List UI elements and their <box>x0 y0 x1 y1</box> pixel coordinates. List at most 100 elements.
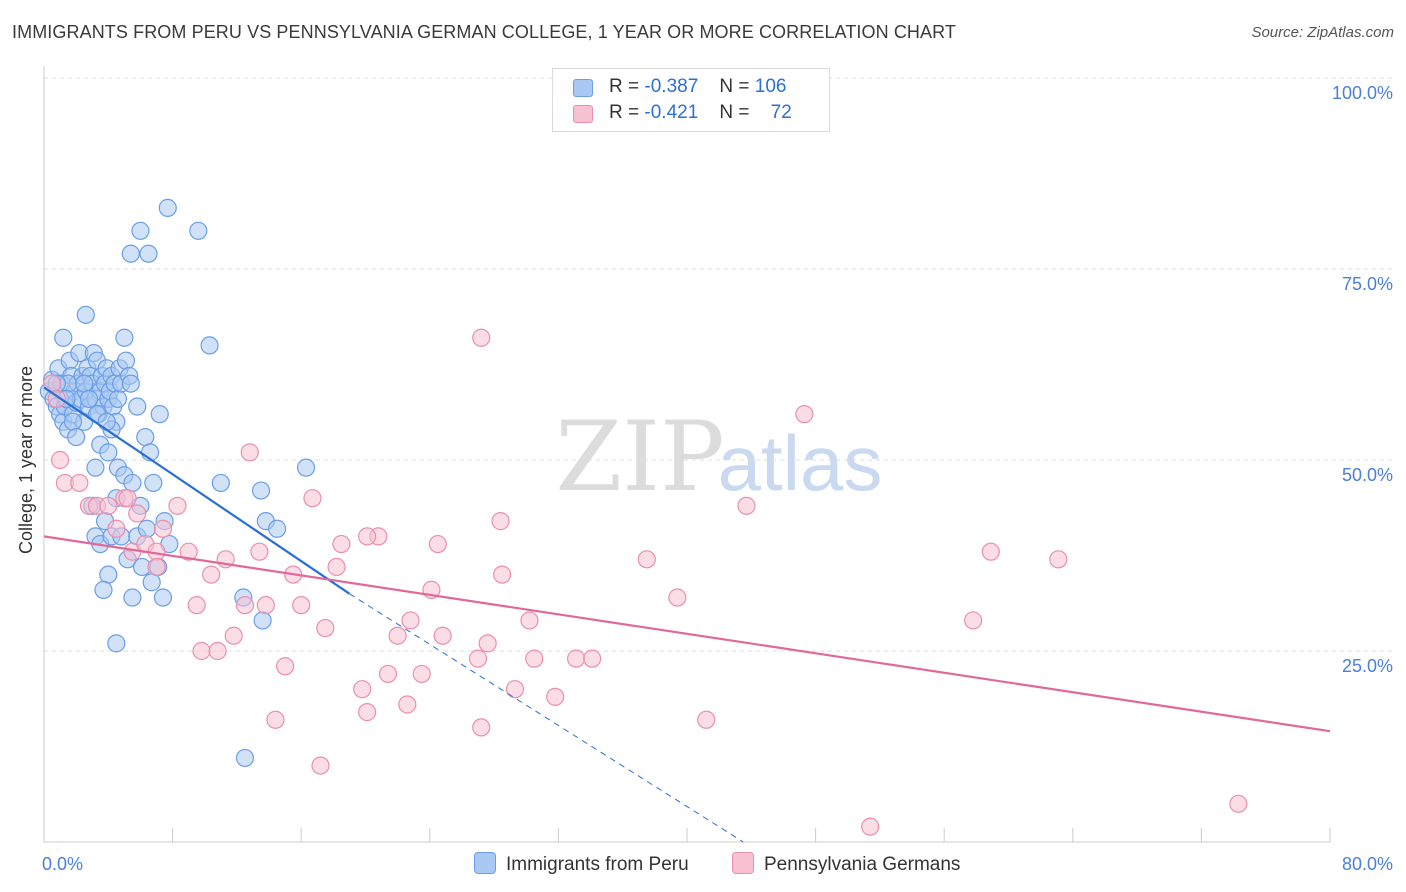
point-pagerman <box>388 626 407 645</box>
point-peru <box>94 580 113 599</box>
point-peru <box>121 374 140 393</box>
bottom-legend-label-peru: Immigrants from Peru <box>506 854 689 875</box>
point-peru <box>54 328 73 347</box>
point-pagerman <box>493 565 512 584</box>
point-pagerman <box>202 565 221 584</box>
point-pagerman <box>153 519 173 538</box>
point-pagerman <box>525 649 544 668</box>
point-pagerman <box>266 710 285 729</box>
point-peru <box>158 198 177 217</box>
point-peru <box>116 351 136 370</box>
point-pagerman <box>250 542 269 561</box>
point-pagerman <box>637 550 656 569</box>
point-pagerman <box>964 611 983 630</box>
point-peru <box>139 244 158 263</box>
point-pagerman <box>697 710 716 729</box>
x-tick-label-max: 80.0% <box>1342 854 1393 874</box>
point-pagerman <box>240 443 259 462</box>
point-pagerman <box>276 657 295 676</box>
legend-n-value-peru: 106 <box>754 76 787 97</box>
legend-r-label-peru: R = <box>609 76 640 97</box>
legend-r-value-peru: -0.387 <box>644 76 699 97</box>
point-pagerman <box>187 596 206 615</box>
point-pagerman <box>224 626 243 645</box>
point-peru <box>108 389 128 408</box>
point-peru <box>121 244 140 263</box>
point-pagerman <box>256 596 275 615</box>
point-pagerman <box>378 664 398 684</box>
legend-swatch-peru <box>573 79 593 97</box>
chart-title: IMMIGRANTS FROM PERU VS PENNSYLVANIA GER… <box>12 22 956 42</box>
point-pagerman <box>491 512 510 531</box>
point-pagerman <box>311 756 330 775</box>
point-pagerman <box>358 703 377 722</box>
y-tick-label: 25.0% <box>1342 656 1393 676</box>
point-pagerman <box>147 557 166 577</box>
point-peru <box>99 443 118 462</box>
point-pagerman <box>128 504 147 523</box>
point-pagerman <box>478 634 497 653</box>
point-peru <box>131 221 150 240</box>
point-pagerman <box>520 611 539 630</box>
legend-r-label-pagerman: R = <box>609 102 640 123</box>
bottom-legend-label-pagerman: Pennsylvania Germans <box>764 854 961 875</box>
point-peru <box>137 519 156 538</box>
point-pagerman <box>235 596 255 615</box>
point-peru <box>107 634 126 653</box>
bottom-legend-swatch-pagerman <box>732 852 754 874</box>
point-peru <box>99 565 118 584</box>
bottom-legend-swatch-peru <box>474 852 496 874</box>
point-pagerman <box>107 519 126 538</box>
point-pagerman <box>468 649 488 668</box>
point-peru <box>251 481 271 500</box>
point-peru <box>75 374 94 393</box>
point-peru <box>189 221 208 240</box>
point-peru <box>150 405 169 424</box>
point-peru <box>86 458 105 477</box>
point-peru <box>79 389 99 408</box>
point-peru <box>235 748 255 768</box>
y-tick-label: 75.0% <box>1342 274 1393 294</box>
y-tick-label: 100.0% <box>1332 83 1393 103</box>
point-peru <box>76 305 95 324</box>
point-peru <box>123 588 142 607</box>
point-pagerman <box>566 649 586 668</box>
point-pagerman <box>332 534 351 554</box>
point-peru <box>253 611 272 630</box>
point-pagerman <box>668 588 687 607</box>
point-pagerman <box>47 389 66 408</box>
point-pagerman <box>737 496 756 515</box>
legend-swatch-pagerman <box>573 105 593 123</box>
trend-line-pagerman <box>43 535 1331 733</box>
point-pagerman <box>795 405 814 424</box>
y-axis-title: College, 1 year or more <box>16 366 36 554</box>
point-peru <box>115 328 134 347</box>
point-pagerman <box>398 695 417 714</box>
point-peru <box>136 427 155 447</box>
point-pagerman <box>179 542 198 561</box>
bottom-legend-peru: Immigrants from Peru <box>474 852 689 876</box>
point-pagerman <box>99 496 118 515</box>
point-pagerman <box>412 664 431 684</box>
point-pagerman <box>353 680 372 699</box>
point-pagerman <box>118 489 137 508</box>
point-pagerman <box>472 718 491 737</box>
point-peru <box>211 473 230 493</box>
point-peru <box>123 473 142 493</box>
watermark-zip: ZIP <box>555 401 724 513</box>
point-pagerman <box>583 649 602 668</box>
point-peru <box>128 397 147 416</box>
trend-line-peru-extension <box>349 593 744 843</box>
series-pagerman <box>42 328 1248 836</box>
legend-r-value-pagerman: -0.421 <box>644 102 699 123</box>
point-peru <box>142 573 161 592</box>
point-peru <box>63 412 83 431</box>
point-pagerman <box>192 641 211 661</box>
point-pagerman <box>401 611 420 630</box>
point-peru <box>296 458 316 477</box>
point-peru <box>200 336 219 355</box>
point-peru <box>97 412 116 431</box>
point-pagerman <box>861 817 880 836</box>
point-pagerman <box>303 489 322 508</box>
